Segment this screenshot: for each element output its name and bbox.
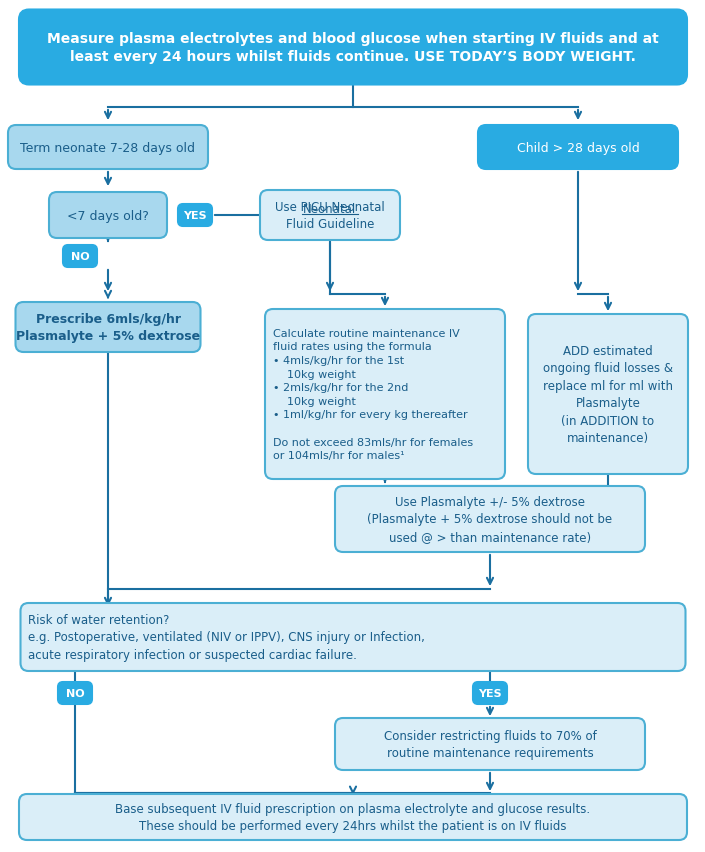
FancyBboxPatch shape [335, 486, 645, 552]
Text: Base subsequent IV fluid prescription on plasma electrolyte and glucose results.: Base subsequent IV fluid prescription on… [116, 802, 591, 832]
Text: YES: YES [183, 210, 207, 221]
Text: Prescribe 6mls/kg/hr
Plasmalyte + 5% dextrose: Prescribe 6mls/kg/hr Plasmalyte + 5% dex… [16, 313, 200, 343]
Text: Term neonate 7-28 days old: Term neonate 7-28 days old [20, 141, 195, 154]
Text: NO: NO [66, 688, 85, 698]
FancyBboxPatch shape [265, 309, 505, 480]
FancyBboxPatch shape [19, 794, 687, 840]
Text: Use Plasmalyte +/- 5% dextrose
(Plasmalyte + 5% dextrose should not be
used @ > : Use Plasmalyte +/- 5% dextrose (Plasmaly… [367, 495, 613, 544]
Text: Use PICU Neonatal
Fluid Guideline: Use PICU Neonatal Fluid Guideline [275, 200, 385, 231]
FancyBboxPatch shape [478, 126, 678, 170]
Text: Child > 28 days old: Child > 28 days old [517, 141, 639, 154]
FancyBboxPatch shape [49, 193, 167, 239]
FancyBboxPatch shape [528, 314, 688, 475]
Text: NO: NO [70, 251, 90, 262]
Text: ADD estimated
ongoing fluid losses &
replace ml for ml with
Plasmalyte
(in ADDIT: ADD estimated ongoing fluid losses & rep… [543, 344, 673, 445]
FancyBboxPatch shape [63, 245, 97, 268]
FancyBboxPatch shape [178, 204, 212, 227]
FancyBboxPatch shape [260, 191, 400, 241]
FancyBboxPatch shape [58, 682, 92, 704]
FancyBboxPatch shape [19, 10, 687, 85]
Text: Consider restricting fluids to 70% of
routine maintenance requirements: Consider restricting fluids to 70% of ro… [384, 729, 596, 759]
Text: YES: YES [478, 688, 502, 698]
Text: Calculate routine maintenance IV
fluid rates using the formula
• 4mls/kg/hr for : Calculate routine maintenance IV fluid r… [273, 328, 473, 461]
Text: Risk of water retention?
e.g. Postoperative, ventilated (NIV or IPPV), CNS injur: Risk of water retention? e.g. Postoperat… [28, 613, 425, 661]
FancyBboxPatch shape [473, 682, 507, 704]
Text: Measure plasma electrolytes and blood glucose when starting IV fluids and at
lea: Measure plasma electrolytes and blood gl… [47, 32, 659, 65]
FancyBboxPatch shape [335, 718, 645, 770]
FancyBboxPatch shape [20, 603, 685, 671]
Text: <7 days old?: <7 days old? [67, 210, 149, 222]
FancyBboxPatch shape [16, 302, 200, 353]
FancyBboxPatch shape [8, 126, 208, 170]
Text: Neonatal: Neonatal [303, 202, 357, 216]
